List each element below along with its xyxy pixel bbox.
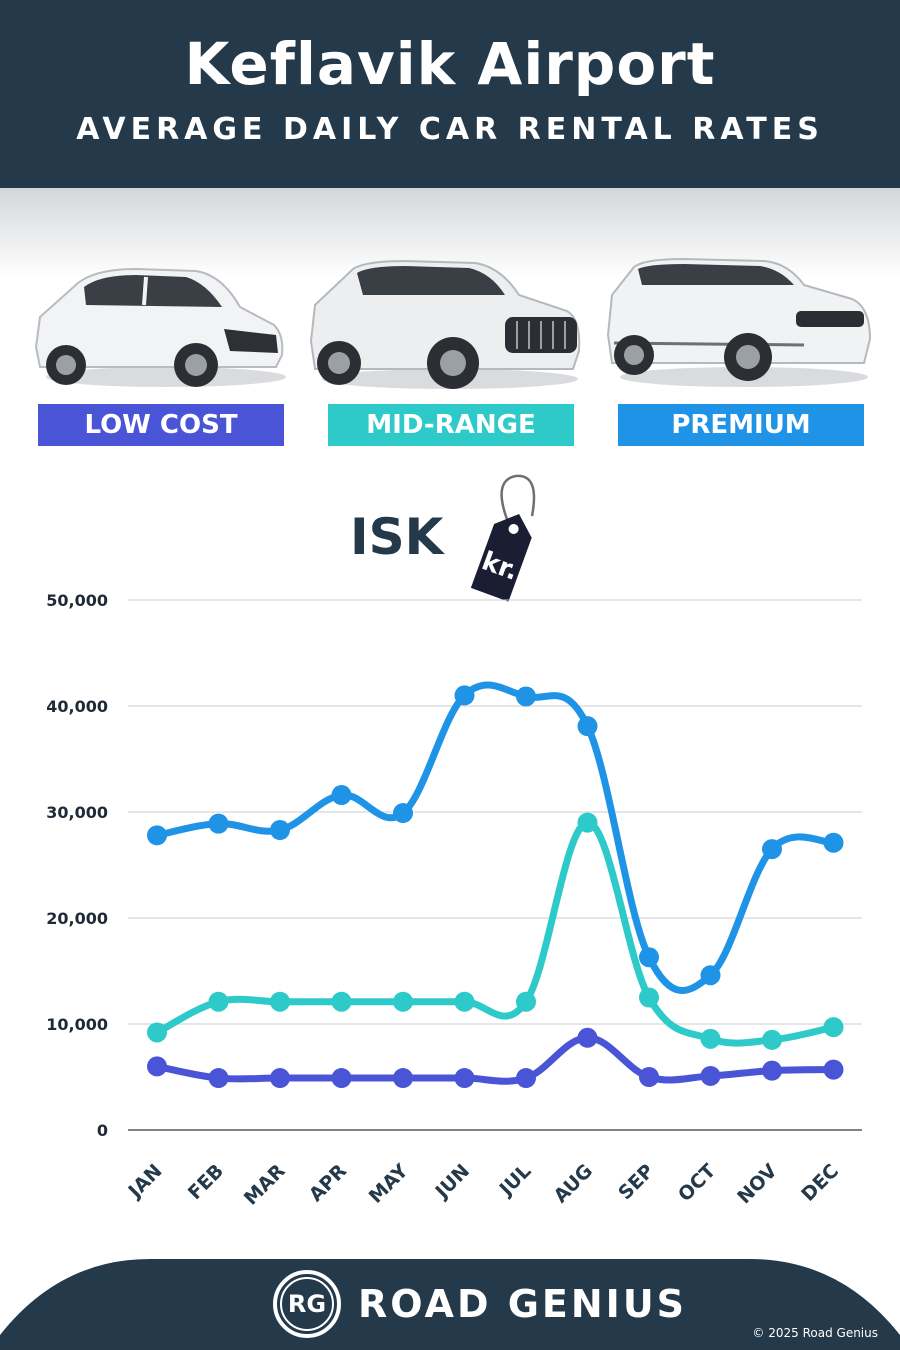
data-point-premium [147,825,167,846]
x-tick-label: JUL [494,1160,535,1201]
footer-banner [0,1259,900,1350]
hatchback-car-icon [34,267,286,387]
x-tick-label: AUG [550,1160,597,1207]
data-point-mid-range [823,1017,844,1038]
data-point-low-cost [700,1065,721,1086]
y-tick-label: 30,000 [46,803,108,822]
y-tick-label: 50,000 [46,591,108,610]
data-point-premium [700,965,721,986]
x-tick-label: APR [305,1160,351,1206]
data-point-low-cost [393,1068,413,1089]
data-point-premium [639,947,659,968]
data-point-premium [208,813,229,834]
x-tick-label: SEP [614,1160,658,1204]
data-point-low-cost [577,1027,598,1048]
x-tick-label: MAR [240,1160,290,1210]
brand-name: ROAD GENIUS [358,1282,688,1326]
data-point-premium [331,785,352,806]
data-point-mid-range [516,991,536,1012]
x-tick-label: JAN [123,1160,167,1204]
data-point-mid-range [270,991,290,1012]
x-tick-label: MAY [365,1160,413,1208]
x-tick-label: NOV [733,1160,781,1208]
data-point-low-cost [823,1059,844,1080]
legend-badge-premium: PREMIUM [618,404,864,446]
data-point-premium [762,839,782,860]
data-point-low-cost [270,1068,290,1089]
road-genius-logo: RG [273,1270,341,1338]
data-point-mid-range [147,1022,167,1043]
data-point-mid-range [577,812,598,833]
data-point-low-cost [762,1060,782,1081]
suv-car-icon [309,259,581,389]
data-point-premium [823,832,844,853]
data-point-mid-range [700,1028,721,1049]
luxury-suv-car-icon [606,257,872,387]
data-point-premium [454,685,475,706]
y-tick-label: 20,000 [46,909,108,928]
x-tick-label: OCT [674,1160,720,1206]
logo-text: RG [280,1277,334,1331]
data-point-premium [270,820,290,841]
copyright-text: © 2025 Road Genius [752,1326,878,1340]
data-point-mid-range [208,991,229,1012]
header-banner: Keflavik Airport AVERAGE DAILY CAR RENTA… [0,0,900,188]
data-point-premium [577,716,598,737]
price-tag-icon: kr. [470,474,536,602]
data-point-mid-range [331,991,352,1012]
data-point-low-cost [639,1067,659,1087]
data-point-low-cost [454,1068,475,1089]
data-point-mid-range [762,1029,782,1050]
legend-badge-mid-range: MID-RANGE [328,404,574,446]
data-point-low-cost [208,1068,229,1089]
data-point-low-cost [331,1068,352,1089]
data-point-mid-range [393,991,413,1012]
x-tick-label: JUN [430,1160,474,1204]
data-point-premium [516,686,536,707]
legend-badge-low-cost: LOW COST [38,404,284,446]
currency-label: ISK [350,508,444,566]
page-subtitle: AVERAGE DAILY CAR RENTAL RATES [76,112,824,147]
x-tick-label: FEB [184,1160,228,1204]
data-point-mid-range [639,987,659,1008]
y-tick-label: 10,000 [46,1015,108,1034]
line-chart: 0 10,000 20,000 30,000 40,000 50,000 JAN FEB MAR… [46,591,862,1210]
page-title: Keflavik Airport [184,30,716,98]
data-point-low-cost [516,1068,536,1089]
data-point-low-cost [147,1056,167,1077]
data-point-mid-range [454,991,475,1012]
x-tick-label: DEC [797,1160,843,1206]
y-tick-label: 40,000 [46,697,108,716]
data-point-premium [393,803,413,824]
y-tick-label: 0 [97,1121,108,1140]
series-line-premium [153,681,837,994]
